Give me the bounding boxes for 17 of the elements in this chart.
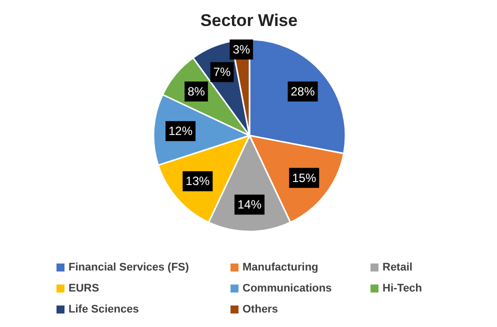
legend-label: Retail — [382, 262, 412, 274]
data-label: 8% — [188, 84, 206, 98]
legend-label: EURS — [68, 282, 100, 294]
data-label: 3% — [232, 42, 250, 56]
data-label: 13% — [186, 174, 210, 188]
data-label: 15% — [292, 170, 316, 185]
legend-label: Financial Services (FS) — [68, 262, 190, 274]
legend-label: Hi-Tech — [382, 282, 422, 294]
legend-label: Communications — [242, 282, 332, 294]
data-label: 14% — [237, 198, 262, 212]
legend-label: Manufacturing — [242, 262, 318, 274]
legend-label: Others — [242, 304, 278, 316]
chart-title: Sector Wise — [200, 11, 298, 30]
legend-label: Life Sciences — [68, 304, 139, 316]
data-label: 12% — [168, 124, 193, 138]
data-label: 7% — [213, 65, 232, 80]
data-label: 28% — [290, 84, 316, 98]
